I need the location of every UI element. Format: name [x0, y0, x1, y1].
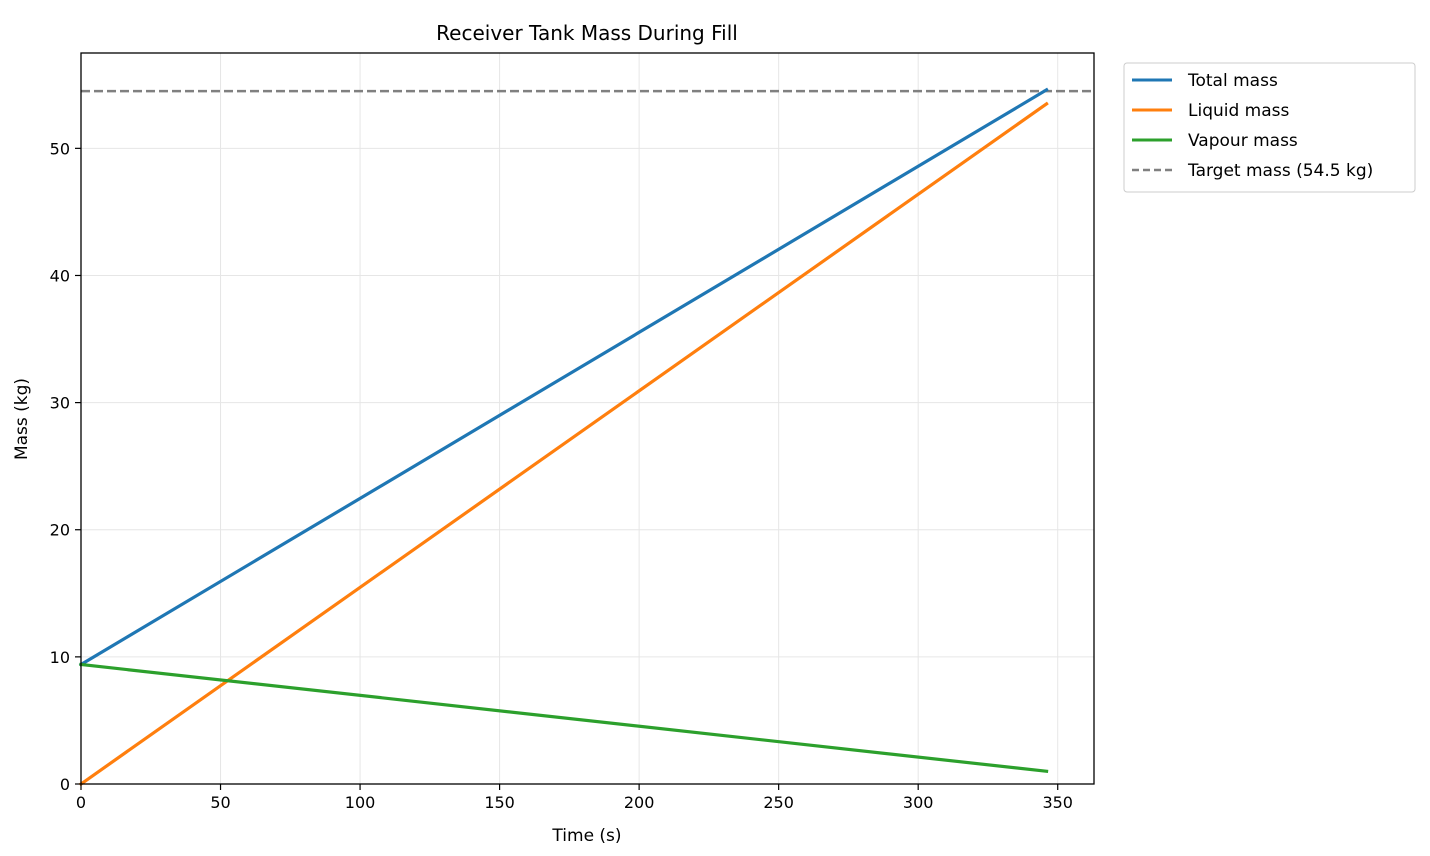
y-ticks: 0 10 20 30 40 50 [50, 139, 81, 794]
y-axis-label: Mass (kg) [12, 378, 32, 460]
x-ticks: 0 50 100 150 200 250 300 350 [76, 784, 1073, 812]
x-tick-label: 150 [484, 793, 515, 812]
legend-label-total-mass: Total mass [1187, 71, 1278, 91]
chart-title: Receiver Tank Mass During Fill [436, 21, 738, 45]
x-tick-label: 0 [76, 793, 86, 812]
legend-label-liquid-mass: Liquid mass [1188, 101, 1290, 121]
x-tick-label: 350 [1042, 793, 1073, 812]
y-tick-label: 10 [50, 648, 70, 667]
x-tick-label: 50 [210, 793, 230, 812]
x-tick-label: 300 [903, 793, 934, 812]
y-tick-label: 0 [60, 775, 70, 794]
legend-label-target-mass-54-5-kg: Target mass (54.5 kg) [1187, 161, 1373, 181]
plot-frame [80, 52, 1095, 785]
x-tick-label: 200 [624, 793, 655, 812]
legend-box [1123, 62, 1416, 193]
x-tick-label: 100 [345, 793, 376, 812]
legend-label-vapour-mass: Vapour mass [1188, 131, 1298, 151]
liquid-mass-line [78, 101, 1049, 787]
y-tick-label: 20 [50, 521, 70, 540]
x-tick-label: 250 [763, 793, 794, 812]
plot-lines [78, 87, 1094, 787]
vapour-mass-line [79, 662, 1049, 774]
legend: Total mass Liquid mass Vapour mass Target m… [1123, 62, 1416, 193]
y-tick-label: 50 [50, 139, 70, 158]
y-tick-label: 30 [50, 394, 70, 413]
x-axis-label: Time (s) [551, 826, 621, 846]
total-mass-line [78, 87, 1049, 667]
y-tick-label: 40 [50, 266, 70, 285]
